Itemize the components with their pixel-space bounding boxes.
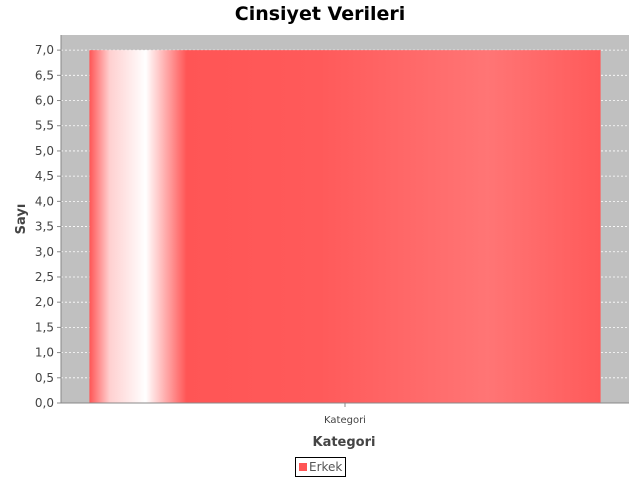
y-tick-label: 3,0 <box>35 245 54 259</box>
y-tick-label: 4,5 <box>35 169 54 183</box>
chart-title: Cinsiyet Verileri <box>234 3 406 25</box>
y-axis-ticks: 0,0 0,5 1,0 1,5 2,0 2,5 3,0 3,5 4,0 4,5 5,0 5,5 6,0 6… <box>35 43 61 410</box>
legend: Erkek <box>295 457 347 477</box>
y-tick-label: 2,5 <box>35 270 54 284</box>
y-axis-title: Sayı <box>14 204 29 235</box>
y-tick-label: 0,5 <box>35 371 54 385</box>
y-tick-label: 5,5 <box>35 119 54 133</box>
y-tick-label: 4,0 <box>35 194 54 208</box>
y-tick-label: 0,0 <box>35 396 54 410</box>
bar-series <box>89 50 601 403</box>
y-tick-label: 6,5 <box>35 68 54 82</box>
legend-label: Erkek <box>309 460 343 474</box>
x-category-label: Kategori <box>324 415 366 426</box>
y-tick-label: 1,5 <box>35 320 54 334</box>
y-tick-label: 6,0 <box>35 94 54 108</box>
y-tick-label: 7,0 <box>35 43 54 57</box>
x-axis-categories: Kategori <box>324 403 366 426</box>
y-tick-label: 3,5 <box>35 220 54 234</box>
y-tick-label: 5,0 <box>35 144 54 158</box>
x-axis-title: Kategori <box>313 435 376 450</box>
legend-swatch <box>299 463 307 471</box>
bar <box>89 50 601 403</box>
y-tick-label: 1,0 <box>35 346 54 360</box>
y-tick-label: 2,0 <box>35 295 54 309</box>
